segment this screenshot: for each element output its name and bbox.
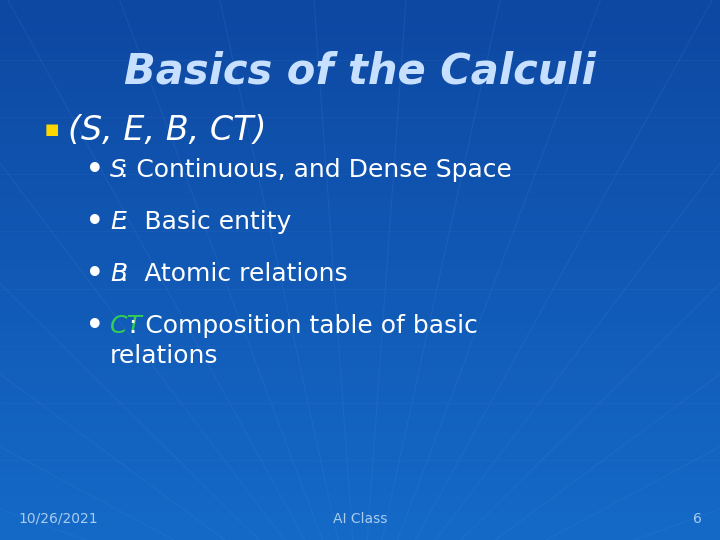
- Text: Basics of the Calculi: Basics of the Calculi: [124, 50, 596, 92]
- Bar: [0, 396, 720, 405]
- Bar: [0, 333, 720, 342]
- Text: E: E: [110, 210, 126, 234]
- Bar: [0, 54, 720, 63]
- Bar: [0, 495, 720, 504]
- Text: :  Atomic relations: : Atomic relations: [120, 262, 347, 286]
- Bar: [0, 108, 720, 117]
- Text: •: •: [85, 258, 105, 291]
- Bar: [0, 477, 720, 486]
- Bar: [0, 378, 720, 387]
- Bar: [0, 243, 720, 252]
- Text: (S, E, B, CT): (S, E, B, CT): [68, 113, 266, 146]
- Text: : Continuous, and Dense Space: : Continuous, and Dense Space: [120, 158, 511, 182]
- Bar: [0, 198, 720, 207]
- Bar: [0, 18, 720, 27]
- Bar: [0, 459, 720, 468]
- Bar: [0, 432, 720, 441]
- Bar: [0, 117, 720, 126]
- Bar: [0, 441, 720, 450]
- Text: ■: ■: [45, 123, 59, 138]
- Bar: [0, 297, 720, 306]
- Bar: [0, 270, 720, 279]
- Bar: [0, 216, 720, 225]
- Text: relations: relations: [110, 344, 218, 368]
- Bar: [0, 234, 720, 243]
- Text: AI Class: AI Class: [333, 512, 387, 526]
- Bar: [0, 189, 720, 198]
- Bar: [0, 468, 720, 477]
- Bar: [0, 414, 720, 423]
- Bar: [0, 315, 720, 324]
- Text: S: S: [110, 158, 126, 182]
- Bar: [0, 81, 720, 90]
- Bar: [0, 324, 720, 333]
- Bar: [0, 99, 720, 108]
- Bar: [0, 180, 720, 189]
- Bar: [0, 162, 720, 171]
- Bar: [0, 144, 720, 153]
- Bar: [0, 27, 720, 36]
- Bar: [0, 504, 720, 513]
- Text: 10/26/2021: 10/26/2021: [18, 512, 98, 526]
- Text: •: •: [85, 153, 105, 186]
- Bar: [0, 36, 720, 45]
- Bar: [0, 45, 720, 54]
- Bar: [0, 207, 720, 216]
- Bar: [0, 135, 720, 144]
- Bar: [0, 387, 720, 396]
- Bar: [0, 90, 720, 99]
- Bar: [0, 261, 720, 270]
- Text: •: •: [85, 206, 105, 239]
- Bar: [0, 360, 720, 369]
- Text: •: •: [85, 309, 105, 342]
- Bar: [0, 405, 720, 414]
- Bar: [0, 423, 720, 432]
- Bar: [0, 72, 720, 81]
- Bar: [0, 63, 720, 72]
- Text: B: B: [110, 262, 127, 286]
- Bar: [0, 450, 720, 459]
- Bar: [0, 513, 720, 522]
- Bar: [0, 153, 720, 162]
- Bar: [0, 531, 720, 540]
- Bar: [0, 369, 720, 378]
- Bar: [0, 486, 720, 495]
- Bar: [0, 342, 720, 351]
- Bar: [0, 522, 720, 531]
- Bar: [0, 225, 720, 234]
- Bar: [0, 171, 720, 180]
- Bar: [0, 9, 720, 18]
- Bar: [0, 351, 720, 360]
- Bar: [0, 126, 720, 135]
- Text: :  Basic entity: : Basic entity: [120, 210, 291, 234]
- Bar: [0, 288, 720, 297]
- Bar: [0, 306, 720, 315]
- Text: CT: CT: [110, 314, 143, 338]
- Bar: [0, 252, 720, 261]
- Text: 6: 6: [693, 512, 702, 526]
- Bar: [0, 0, 720, 9]
- Bar: [0, 279, 720, 288]
- Text: : Composition table of basic: : Composition table of basic: [129, 314, 478, 338]
